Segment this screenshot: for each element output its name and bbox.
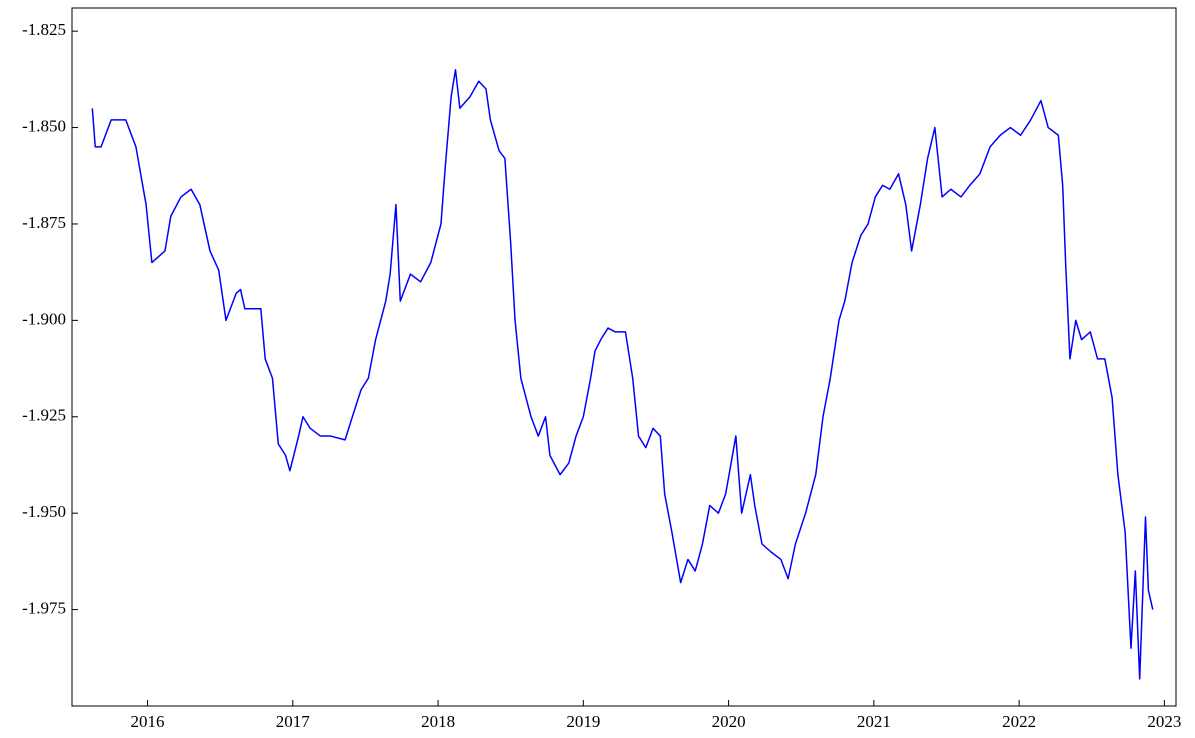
y-tick-label: -1.950 [22,502,66,521]
plot-frame [71,7,1177,707]
x-tick-label: 2016 [131,712,165,731]
x-tick-label: 2023 [1147,712,1181,731]
x-tick-label: 2017 [276,712,311,731]
x-tick-label: 2021 [857,712,891,731]
y-tick-label: -1.900 [22,309,66,328]
y-tick-label: -1.975 [22,598,66,617]
y-tick-label: -1.850 [22,116,66,135]
x-tick-label: 2020 [712,712,746,731]
y-tick-label: -1.825 [22,20,66,39]
y-tick-label: -1.925 [22,406,66,425]
x-tick-label: 2022 [1002,712,1036,731]
x-tick-label: 2018 [421,712,455,731]
x-tick-label: 2019 [566,712,600,731]
data-line [91,68,1154,680]
y-tick-label: -1.875 [22,213,66,232]
